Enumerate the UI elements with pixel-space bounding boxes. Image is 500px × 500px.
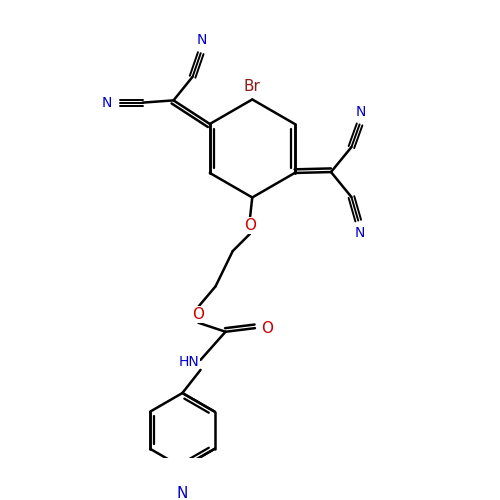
Text: O: O bbox=[244, 218, 256, 233]
Text: N: N bbox=[354, 226, 365, 240]
Text: O: O bbox=[261, 320, 273, 336]
Text: N: N bbox=[176, 486, 188, 500]
Text: HN: HN bbox=[178, 354, 199, 368]
Text: O: O bbox=[192, 307, 204, 322]
Text: N: N bbox=[197, 34, 207, 48]
Text: N: N bbox=[356, 104, 366, 118]
Text: Br: Br bbox=[244, 79, 260, 94]
Text: N: N bbox=[102, 96, 113, 110]
